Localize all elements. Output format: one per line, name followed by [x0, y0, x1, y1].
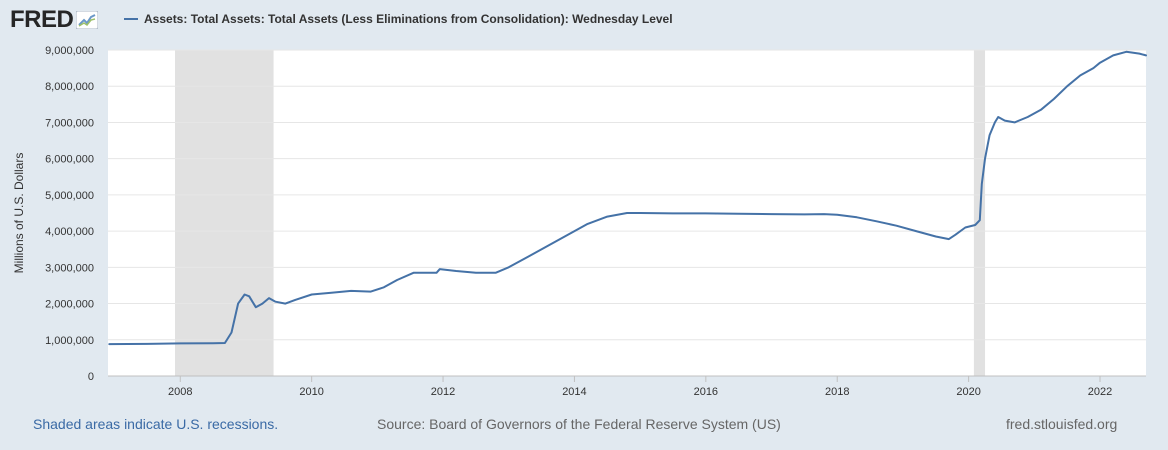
grid-lines — [108, 49, 1146, 377]
chart-header: FRED Assets: Total Assets: Total Assets … — [0, 0, 1168, 40]
recession-band — [175, 50, 274, 376]
x-tick-label: 2018 — [825, 386, 849, 398]
y-tick-label: 7,000,000 — [45, 117, 94, 129]
x-tick-label: 2008 — [168, 386, 192, 398]
chart-footer: Shaded areas indicate U.S. recessions. S… — [0, 416, 1168, 436]
x-tick-label: 2010 — [299, 386, 323, 398]
y-tick-label: 5,000,000 — [45, 190, 94, 202]
legend-swatch — [124, 18, 138, 20]
logo-graph-icon — [76, 11, 99, 29]
series-layer — [108, 50, 1147, 346]
line-chart[interactable]: 0 1,000,000 2,000,000 3,000,000 4,000,000 5,0… — [0, 0, 1168, 410]
x-tick-label: 2012 — [431, 386, 455, 398]
fred-logo[interactable]: FRED — [10, 6, 99, 34]
y-tick-label: 2,000,000 — [45, 299, 94, 311]
site-link[interactable]: fred.stlouisfed.org — [1006, 416, 1118, 432]
y-tick-label: 4,000,000 — [45, 226, 94, 238]
legend-label: Assets: Total Assets: Total Assets (Less… — [144, 12, 673, 26]
logo-text: FRED — [10, 6, 74, 33]
x-tick-label: 2022 — [1088, 386, 1112, 398]
y-tick-label: 0 — [88, 371, 94, 383]
recession-note-link[interactable]: Shaded areas indicate U.S. recessions. — [33, 416, 279, 432]
x-axis: 2008 2010 2012 2014 2016 2018 2020 2022 — [168, 376, 1112, 398]
x-tick-label: 2016 — [694, 386, 718, 398]
series-legend[interactable]: Assets: Total Assets: Total Assets (Less… — [124, 12, 673, 26]
x-tick-label: 2014 — [562, 386, 586, 398]
source-note: Source: Board of Governors of the Federa… — [377, 416, 781, 432]
y-tick-label: 8,000,000 — [45, 81, 94, 93]
y-tick-label: 6,000,000 — [45, 154, 94, 166]
x-tick-label: 2020 — [956, 386, 980, 398]
y-tick-label: 1,000,000 — [45, 335, 94, 347]
y-tick-label: 9,000,000 — [45, 45, 94, 57]
y-axis-label: Millions of U.S. Dollars — [12, 153, 26, 274]
y-axis: 0 1,000,000 2,000,000 3,000,000 4,000,000 5,0… — [45, 45, 94, 383]
series-line — [108, 50, 1147, 346]
y-tick-label: 3,000,000 — [45, 262, 94, 274]
